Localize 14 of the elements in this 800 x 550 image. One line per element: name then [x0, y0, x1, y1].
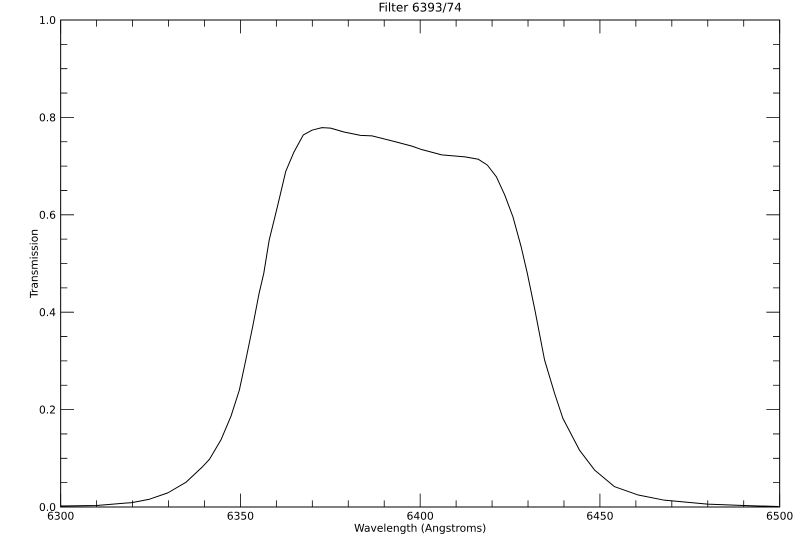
- x-tick-label: 6450: [587, 512, 613, 520]
- chart-title: Filter 6393/74: [380, 2, 462, 13]
- y-tick-label: 0.8: [40, 113, 56, 122]
- y-tick-label: 0.0: [40, 502, 56, 512]
- y-tick-label: 0.4: [40, 308, 56, 316]
- y-tick-label: 1.0: [40, 16, 56, 24]
- y-tick-label: 0.6: [40, 210, 56, 219]
- x-tick-label: 6400: [407, 512, 434, 520]
- y-axis-title: Transmission: [30, 230, 38, 298]
- x-tick-label: 6500: [766, 512, 793, 520]
- x-axis-title: Wavelength (Angstroms): [354, 524, 486, 534]
- x-tick-label: 6300: [48, 512, 74, 520]
- y-tick-label: 0.2: [40, 406, 55, 414]
- x-tick-label: 6350: [228, 512, 254, 520]
